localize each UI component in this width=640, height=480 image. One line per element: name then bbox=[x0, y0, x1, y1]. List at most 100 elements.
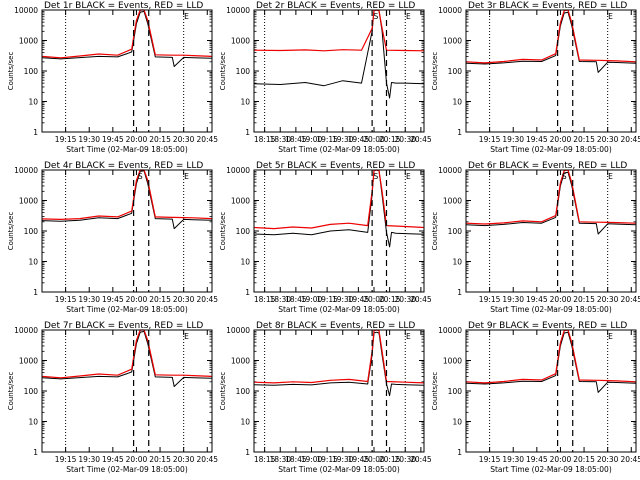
x-tick-label: 19:45 bbox=[526, 135, 548, 144]
x-tick-label: 19:15 bbox=[316, 455, 338, 464]
x-tick-label: 20:30 bbox=[394, 295, 416, 304]
y-tick-label: 10 bbox=[28, 98, 38, 107]
series-events-line bbox=[41, 170, 213, 230]
x-tick-label: 20:45 bbox=[410, 295, 432, 304]
y-tick-label: 1000 bbox=[231, 357, 250, 366]
y-tick-label: 1 bbox=[33, 288, 38, 297]
y-tick-label: 10000 bbox=[438, 6, 462, 15]
series-lld-line bbox=[253, 329, 425, 384]
x-tick-label: 20:00 bbox=[363, 295, 385, 304]
x-tick-label: 20:45 bbox=[410, 135, 432, 144]
x-tick-label: 19:45 bbox=[526, 455, 548, 464]
y-axis-label: Counts/sec bbox=[431, 372, 439, 411]
y-tick-label: 1 bbox=[245, 288, 250, 297]
y-tick-label: 1 bbox=[245, 128, 250, 137]
y-tick-label: 1000 bbox=[231, 37, 250, 46]
y-tick-label: 100 bbox=[448, 387, 463, 396]
plot-frame bbox=[465, 9, 637, 133]
panel-title: Det 9r BLACK = Events, RED = LLD bbox=[468, 321, 627, 331]
x-tick-label: 19:30 bbox=[78, 455, 100, 464]
x-tick-label: 19:30 bbox=[332, 295, 354, 304]
y-tick-label: 1 bbox=[457, 128, 462, 137]
x-tick-label: 20:15 bbox=[573, 295, 595, 304]
interval-end-marker: E bbox=[406, 332, 411, 341]
series-events-line bbox=[465, 171, 637, 235]
x-tick-label: 20:30 bbox=[173, 295, 195, 304]
panel-title: Det 4r BLACK = Events, RED = LLD bbox=[44, 161, 203, 171]
x-tick-label: 20:00 bbox=[363, 135, 385, 144]
y-tick-label: 10 bbox=[240, 418, 250, 427]
y-tick-label: 1 bbox=[457, 448, 462, 457]
x-tick-label: 19:15 bbox=[316, 295, 338, 304]
y-tick-label: 1 bbox=[245, 448, 250, 457]
x-tick-label: 19:45 bbox=[348, 455, 370, 464]
plot-frame bbox=[253, 169, 425, 293]
x-tick-label: 20:15 bbox=[149, 295, 171, 304]
x-tick-label: 20:30 bbox=[394, 135, 416, 144]
interval-start-marker: S bbox=[373, 12, 378, 21]
x-tick-label: 20:30 bbox=[173, 455, 195, 464]
x-tick-label: 19:15 bbox=[479, 135, 501, 144]
y-tick-label: 1000 bbox=[19, 37, 38, 46]
y-tick-label: 10000 bbox=[14, 326, 38, 335]
x-tick-label: 18:30 bbox=[269, 295, 291, 304]
panel-title: Det 6r BLACK = Events, RED = LLD bbox=[468, 161, 627, 171]
x-axis-label: Start Time (02-Mar-09 18:05:00) bbox=[66, 465, 188, 474]
x-tick-label: 20:00 bbox=[363, 455, 385, 464]
y-tick-label: 10 bbox=[28, 418, 38, 427]
x-tick-label: 20:15 bbox=[149, 455, 171, 464]
y-axis-label: Counts/sec bbox=[431, 212, 439, 251]
x-tick-label: 19:45 bbox=[102, 295, 124, 304]
interval-start-marker: S bbox=[562, 172, 567, 181]
panel-title: Det 1r BLACK = Events, RED = LLD bbox=[44, 1, 203, 11]
x-tick-label: 19:45 bbox=[102, 455, 124, 464]
y-tick-label: 100 bbox=[24, 67, 39, 76]
plot-frame bbox=[465, 329, 637, 453]
x-tick-label: 19:30 bbox=[502, 135, 524, 144]
detector-panel-7: Det 7r BLACK = Events, RED = LLD Counts/s… bbox=[7, 321, 218, 474]
interval-end-marker: E bbox=[184, 12, 189, 21]
panel-title: Det 5r BLACK = Events, RED = LLD bbox=[256, 161, 415, 171]
x-tick-label: 20:45 bbox=[410, 455, 432, 464]
x-tick-label: 19:45 bbox=[348, 135, 370, 144]
x-tick-label: 20:00 bbox=[550, 295, 572, 304]
panel-title: Det 7r BLACK = Events, RED = LLD bbox=[44, 321, 203, 331]
x-tick-label: 20:30 bbox=[597, 295, 619, 304]
detector-panel-9: Det 9r BLACK = Events, RED = LLD Counts/s… bbox=[431, 321, 640, 474]
y-tick-label: 1 bbox=[457, 288, 462, 297]
x-axis-label: Start Time (02-Mar-09 18:05:00) bbox=[490, 145, 612, 154]
x-tick-label: 19:15 bbox=[55, 135, 77, 144]
x-tick-label: 18:30 bbox=[269, 455, 291, 464]
y-tick-label: 100 bbox=[24, 227, 39, 236]
y-axis-label: Counts/sec bbox=[7, 52, 15, 91]
y-tick-label: 1 bbox=[33, 448, 38, 457]
y-tick-label: 10 bbox=[452, 418, 462, 427]
y-tick-label: 100 bbox=[236, 67, 251, 76]
detector-panel-3: Det 3r BLACK = Events, RED = LLD Counts/s… bbox=[431, 1, 640, 154]
x-tick-label: 19:30 bbox=[332, 135, 354, 144]
x-tick-label: 20:45 bbox=[196, 455, 218, 464]
plot-frame bbox=[41, 169, 213, 293]
y-tick-label: 1000 bbox=[443, 197, 462, 206]
y-tick-label: 10 bbox=[452, 98, 462, 107]
x-tick-label: 19:15 bbox=[55, 295, 77, 304]
y-axis-label: Counts/sec bbox=[219, 372, 227, 411]
detector-panel-1: Det 1r BLACK = Events, RED = LLD Counts/s… bbox=[7, 1, 218, 154]
interval-end-marker: E bbox=[406, 172, 411, 181]
panel-title: Det 8r BLACK = Events, RED = LLD bbox=[256, 321, 415, 331]
y-tick-label: 100 bbox=[236, 227, 251, 236]
x-tick-label: 19:15 bbox=[479, 295, 501, 304]
x-tick-label: 19:30 bbox=[78, 295, 100, 304]
y-tick-label: 1000 bbox=[231, 197, 250, 206]
x-tick-label: 20:30 bbox=[173, 135, 195, 144]
interval-end-marker: E bbox=[608, 172, 613, 181]
x-tick-label: 19:45 bbox=[348, 295, 370, 304]
y-tick-label: 10 bbox=[240, 98, 250, 107]
detector-panel-2: Det 2r BLACK = Events, RED = LLD Counts/s… bbox=[219, 1, 432, 154]
x-tick-label: 20:00 bbox=[550, 135, 572, 144]
detector-panel-8: Det 8r BLACK = Events, RED = LLD Counts/s… bbox=[219, 321, 432, 474]
x-axis-label: Start Time (02-Mar-09 18:05:00) bbox=[66, 305, 188, 314]
interval-end-marker: E bbox=[608, 12, 613, 21]
y-tick-label: 1 bbox=[33, 128, 38, 137]
x-tick-label: 20:45 bbox=[620, 295, 640, 304]
